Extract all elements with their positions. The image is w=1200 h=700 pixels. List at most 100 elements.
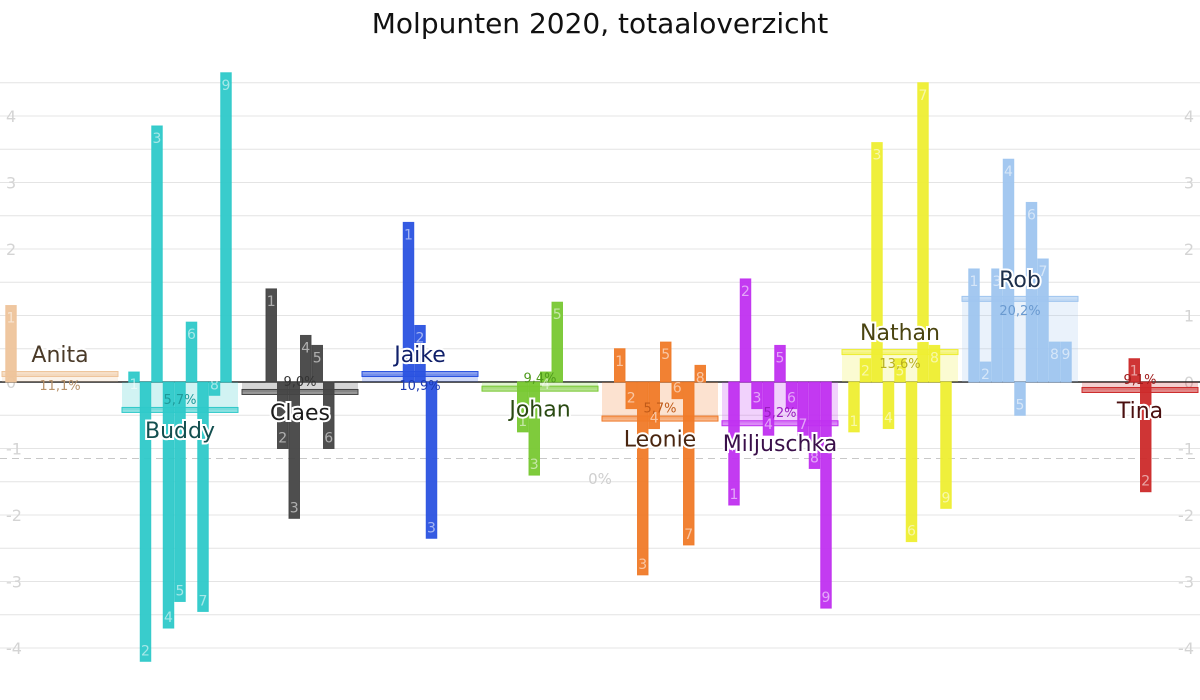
episode-label: 2 (1141, 474, 1150, 490)
episode-bar (991, 268, 1003, 383)
episode-label: 5 (1016, 397, 1025, 413)
episode-bar (859, 358, 872, 383)
episode-label: 2 (861, 364, 870, 380)
episode-bar (894, 358, 906, 383)
episode-bar (968, 268, 980, 383)
episode-label: 2 (981, 367, 990, 383)
episode-label: 4 (301, 340, 310, 356)
average-line (721, 420, 839, 427)
candidate-name: Nathan (860, 321, 940, 346)
episode-bar (277, 381, 289, 449)
episode-label: 4 (541, 377, 550, 393)
candidate-name: Tina (1116, 399, 1163, 424)
percentage-label: 9,4% (523, 372, 556, 387)
percentage-label: 13,6% (879, 357, 920, 372)
episode-bar (979, 361, 992, 383)
left-axis-tick: -2 (6, 506, 22, 525)
percentage-label: 9,0% (283, 375, 316, 390)
episode-bar (762, 381, 775, 436)
candidate-name: Jaike (392, 343, 446, 368)
episode-bar (185, 321, 198, 383)
episode-bar (785, 381, 798, 410)
episode-bar (323, 381, 335, 449)
episode-bar (728, 381, 740, 506)
average-band (2, 374, 118, 382)
episode-label: 1 (130, 377, 139, 393)
episode-label: 6 (907, 524, 916, 540)
episode-label: 8 (810, 450, 819, 466)
episode-bar (871, 142, 883, 383)
episode-bar (917, 82, 929, 383)
episode-label: 3 (753, 391, 762, 407)
episode-label: 3 (427, 520, 436, 536)
episode-label: 7 (919, 88, 928, 104)
episode-label: 9 (822, 590, 831, 606)
right-axis-tick: -3 (1178, 573, 1194, 592)
episode-label: 5 (661, 347, 670, 363)
labels: 111,1%Anita1234567895,7%Buddy1234569,0%C… (7, 78, 1166, 660)
candidate-name: Rob (999, 268, 1041, 293)
episode-label: 1 (730, 487, 739, 503)
episode-label: 3 (290, 500, 299, 516)
episode-bar (1037, 258, 1049, 383)
episode-bar (551, 301, 563, 383)
episode-bar (1048, 341, 1061, 383)
episode-label: 7 (1039, 264, 1048, 280)
episode-bar (208, 381, 221, 396)
left-axis-tick: 2 (6, 240, 16, 259)
episode-bar (1060, 341, 1072, 383)
chart-title: Molpunten 2020, totaaloverzicht (372, 7, 828, 40)
episode-bar (928, 344, 941, 383)
episode-bar (820, 381, 832, 609)
episode-label: 2 (141, 643, 150, 659)
right-axis-tick: -1 (1178, 440, 1194, 459)
episode-label: 1 (970, 274, 979, 290)
episode-bar (1014, 381, 1026, 416)
percentage-label: 10,9% (399, 379, 440, 394)
episode-label: 7 (799, 417, 808, 433)
average-line (961, 295, 1079, 302)
episode-label: 1 (850, 414, 859, 430)
candidate-name: Buddy (145, 419, 215, 444)
episode-label: 8 (930, 350, 939, 366)
candidate-name: Anita (31, 343, 88, 368)
episode-label: 4 (650, 411, 659, 427)
episode-bar (139, 381, 152, 662)
episode-bar (905, 381, 918, 543)
zero-percent-label: 0% (588, 470, 612, 488)
episode-bar (694, 364, 706, 383)
episode-bar (517, 381, 529, 433)
episode-label: 1 (7, 311, 16, 327)
left-axis-tick: 3 (6, 174, 16, 193)
episode-bar (1002, 158, 1015, 383)
episode-label: 2 (627, 391, 636, 407)
episode-label: 1 (267, 294, 276, 310)
episode-bar (751, 381, 763, 410)
episode-label: 4 (764, 417, 773, 433)
episode-label: 5 (896, 364, 905, 380)
episode-bar (739, 278, 752, 383)
percentage-label: 9,1% (1123, 373, 1156, 388)
episode-label: 8 (696, 370, 705, 386)
episode-label: 1 (615, 354, 624, 370)
episode-bar (614, 348, 626, 383)
episode-label: 3 (993, 274, 1002, 290)
episode-bar (5, 305, 17, 383)
left-axis-tick: -4 (6, 639, 22, 658)
average-line (1, 371, 119, 378)
episode-bar (311, 344, 323, 383)
percentage-label: 20,2% (999, 304, 1040, 319)
right-axis-tick: 3 (1184, 174, 1194, 193)
episode-bar (197, 381, 209, 612)
candidate-name: Leonie (624, 428, 696, 453)
episode-label: 4 (1004, 164, 1013, 180)
episode-bar (528, 381, 540, 476)
episode-bar (637, 381, 649, 576)
episode-bar (128, 371, 140, 383)
episode-label: 7 (684, 527, 693, 543)
episode-label: 4 (884, 411, 893, 427)
episode-label: 7 (199, 593, 208, 609)
episode-bar (625, 381, 637, 410)
